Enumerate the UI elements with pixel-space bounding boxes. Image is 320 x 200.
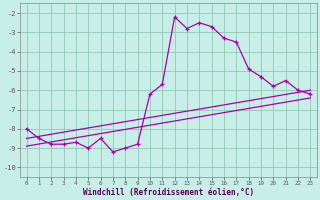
X-axis label: Windchill (Refroidissement éolien,°C): Windchill (Refroidissement éolien,°C) xyxy=(83,188,254,197)
